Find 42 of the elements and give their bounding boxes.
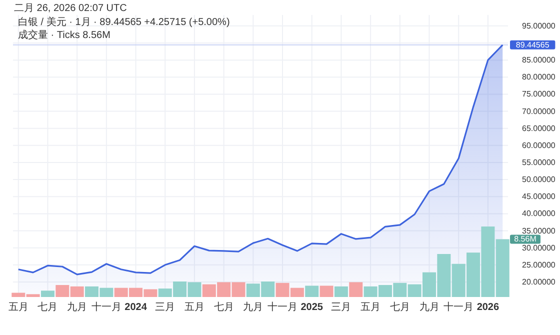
- x-tick-label: 十一月: [444, 301, 474, 313]
- x-tick-label: 2024: [124, 302, 148, 313]
- y-tick-label: 95.00000: [522, 21, 556, 30]
- x-tick-label: 九月: [243, 301, 264, 313]
- bar: [349, 282, 363, 297]
- y-tick-label: 80.00000: [522, 72, 556, 82]
- y-tick-label: 25.00000: [522, 260, 556, 270]
- y-tick-label: 45.00000: [522, 192, 556, 202]
- x-tick-label: 五月: [184, 302, 204, 313]
- x-tick-label: 三月: [331, 302, 352, 313]
- x-tick-label: 2026: [476, 302, 500, 313]
- x-tick-label: 五月: [360, 302, 381, 313]
- x-tick-label: 七月: [38, 301, 58, 313]
- x-tick-label: 七月: [214, 301, 234, 313]
- y-tick-label: 20.00000: [522, 277, 556, 286]
- y-tick-label: 30.00000: [522, 243, 556, 252]
- text: 成交量 · Ticks 8.56M: [18, 29, 110, 41]
- y-tick-label: 75.00000: [522, 90, 556, 99]
- bar: [320, 286, 334, 297]
- x-tick-label: 七月: [390, 301, 410, 313]
- y-tick-label: 50.00000: [522, 175, 556, 184]
- y-tick-label: 60.00000: [522, 140, 556, 150]
- x-tick-label: 十一月: [91, 301, 122, 313]
- y-tick-label: 70.00000: [522, 106, 556, 116]
- y-tick-label: 35.00000: [522, 226, 556, 236]
- y-tick-label: 40.00000: [522, 209, 556, 218]
- x-tick-label: 九月: [67, 301, 88, 313]
- bar: [40, 290, 54, 297]
- x-tick-label: 2025: [300, 302, 324, 313]
- text: 二月 26, 2026 02:07 UTC: [14, 3, 127, 14]
- x-tick-label: 三月: [155, 302, 176, 313]
- bar: [305, 286, 319, 297]
- x-tick-label: 十一月: [268, 301, 298, 313]
- x-tick-label: 五月: [8, 302, 28, 313]
- x-tick-label: 九月: [419, 301, 440, 313]
- y-tick-label: 55.00000: [522, 158, 556, 167]
- y-tick-label: 85.00000: [522, 56, 556, 65]
- y-tick-label: 65.00000: [522, 124, 556, 133]
- chart-title: 白银 / 美元 · 1月 · 89.44565 +4.25715 (+5.00%): [18, 16, 230, 28]
- data-label: 89.44565: [516, 40, 550, 50]
- bar: [334, 286, 348, 297]
- text: 8.56M: [514, 234, 537, 244]
